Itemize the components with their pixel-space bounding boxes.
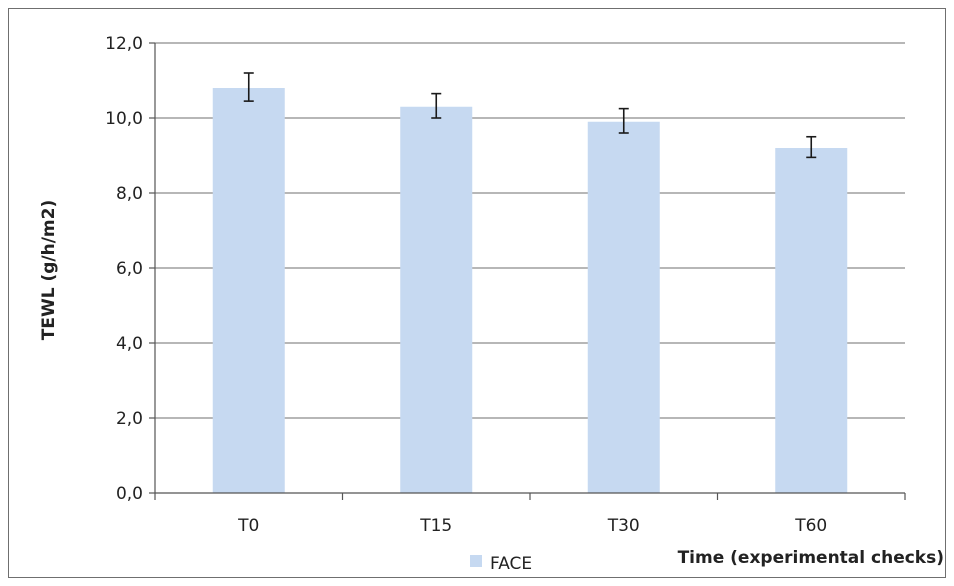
y-tick-label: 4,0 [116, 334, 143, 354]
x-axis-title: Time (experimental checks) [678, 548, 944, 568]
x-tick-label: T15 [419, 516, 452, 536]
y-tick-label: 0,0 [116, 484, 143, 504]
error-bars [243, 72, 817, 159]
axes [149, 42, 906, 500]
x-tick-label: T0 [237, 516, 259, 536]
bar-t0 [212, 88, 285, 493]
y-tick-label: 8,0 [116, 184, 143, 204]
legend-label-face: FACE [490, 554, 532, 574]
legend-swatch-face [470, 555, 482, 567]
bar-t30 [587, 121, 660, 493]
bars [212, 88, 848, 493]
x-tick-label: T30 [607, 516, 640, 536]
y-tick-label: 2,0 [116, 409, 143, 429]
y-tick-label: 12,0 [105, 34, 143, 54]
x-tick-label: T60 [794, 516, 827, 536]
legend: FACE [470, 554, 532, 574]
bar-t15 [400, 106, 473, 493]
y-tick-label: 6,0 [116, 259, 143, 279]
y-tick-label: 10,0 [105, 109, 143, 129]
tick-labels: 0,0 2,0 4,0 6,0 8,0 10,0 12,0 T0 T15 T30 T60 [105, 34, 827, 536]
bar-t60 [775, 148, 848, 493]
y-axis-title: TEWL (g/h/m2) [39, 200, 59, 340]
